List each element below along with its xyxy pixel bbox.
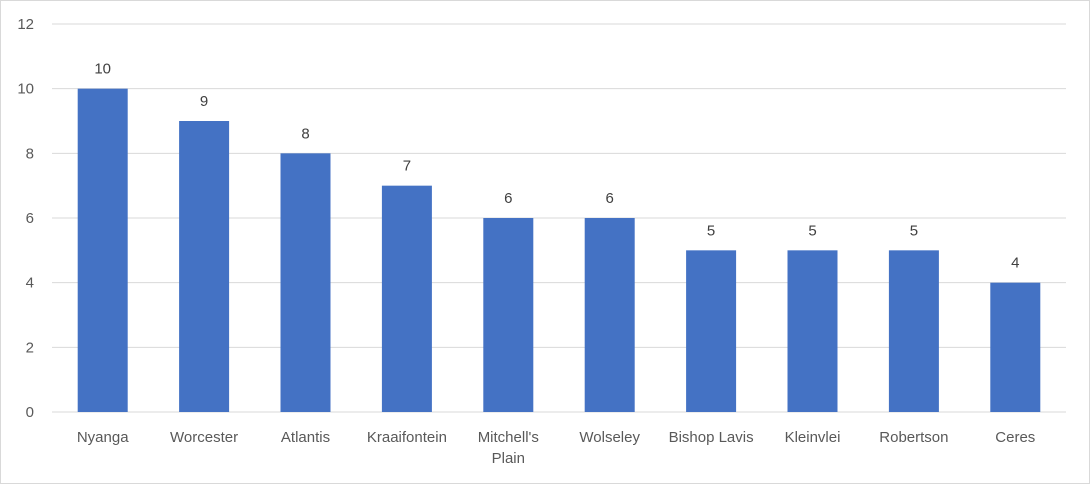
bar [381, 185, 432, 412]
data-label: 4 [1011, 255, 1019, 272]
x-tick-label-line: Nyanga [77, 429, 129, 446]
y-tick-label: 10 [17, 81, 34, 98]
data-labels: 10 9 8 7 6 6 5 5 5 4 [94, 61, 1019, 272]
y-tick-label: 12 [17, 16, 34, 33]
y-axis-ticks: 0 2 4 6 8 10 12 [17, 16, 34, 421]
x-tick-label: Kleinvlei [785, 429, 841, 446]
bars [77, 88, 1041, 413]
data-label: 10 [94, 61, 111, 78]
x-tick-label-line: Worcester [170, 429, 238, 446]
data-label: 5 [910, 222, 918, 239]
y-tick-label: 6 [26, 210, 34, 227]
bar [280, 153, 331, 413]
x-tick-label: Bishop Lavis [669, 429, 754, 446]
x-tick-label: Kraaifontein [367, 429, 447, 446]
x-tick-label: Nyanga [77, 429, 129, 446]
x-tick-label: Ceres [995, 429, 1035, 446]
data-label: 9 [200, 93, 208, 110]
y-tick-label: 8 [26, 145, 34, 162]
data-label: 5 [707, 222, 715, 239]
x-tick-label-line: Robertson [879, 429, 948, 446]
x-tick-label-line: Bishop Lavis [669, 429, 754, 446]
x-tick-label: Atlantis [281, 429, 330, 446]
data-label: 6 [606, 190, 614, 207]
x-tick-label-line: Plain [492, 450, 525, 467]
bar [990, 282, 1041, 412]
x-tick-label: Worcester [170, 429, 238, 446]
x-tick-label-line: Kraaifontein [367, 429, 447, 446]
x-tick-label-line: Ceres [995, 429, 1035, 446]
bar [888, 250, 939, 412]
data-label: 7 [403, 158, 411, 175]
x-tick-label-line: Kleinvlei [785, 429, 841, 446]
y-tick-label: 4 [26, 275, 34, 292]
x-tick-label: Wolseley [579, 429, 640, 446]
bar [686, 250, 737, 412]
y-tick-label: 2 [26, 339, 34, 356]
bar [483, 218, 534, 412]
y-tick-label: 0 [26, 404, 34, 421]
data-label: 5 [808, 222, 816, 239]
bar [179, 121, 230, 412]
x-tick-label: Robertson [879, 429, 948, 446]
data-label: 8 [301, 125, 309, 142]
x-tick-label-line: Wolseley [579, 429, 640, 446]
x-axis-categories: Nyanga Worcester Atlantis Kraaifontein Mitch… [77, 429, 1035, 467]
x-tick-label-line: Atlantis [281, 429, 330, 446]
bar [77, 88, 128, 413]
bar [584, 218, 635, 412]
data-label: 6 [504, 190, 512, 207]
bar [787, 250, 838, 412]
x-tick-label: Mitchell's Plain [478, 429, 539, 467]
x-tick-label-line: Mitchell's [478, 429, 539, 446]
